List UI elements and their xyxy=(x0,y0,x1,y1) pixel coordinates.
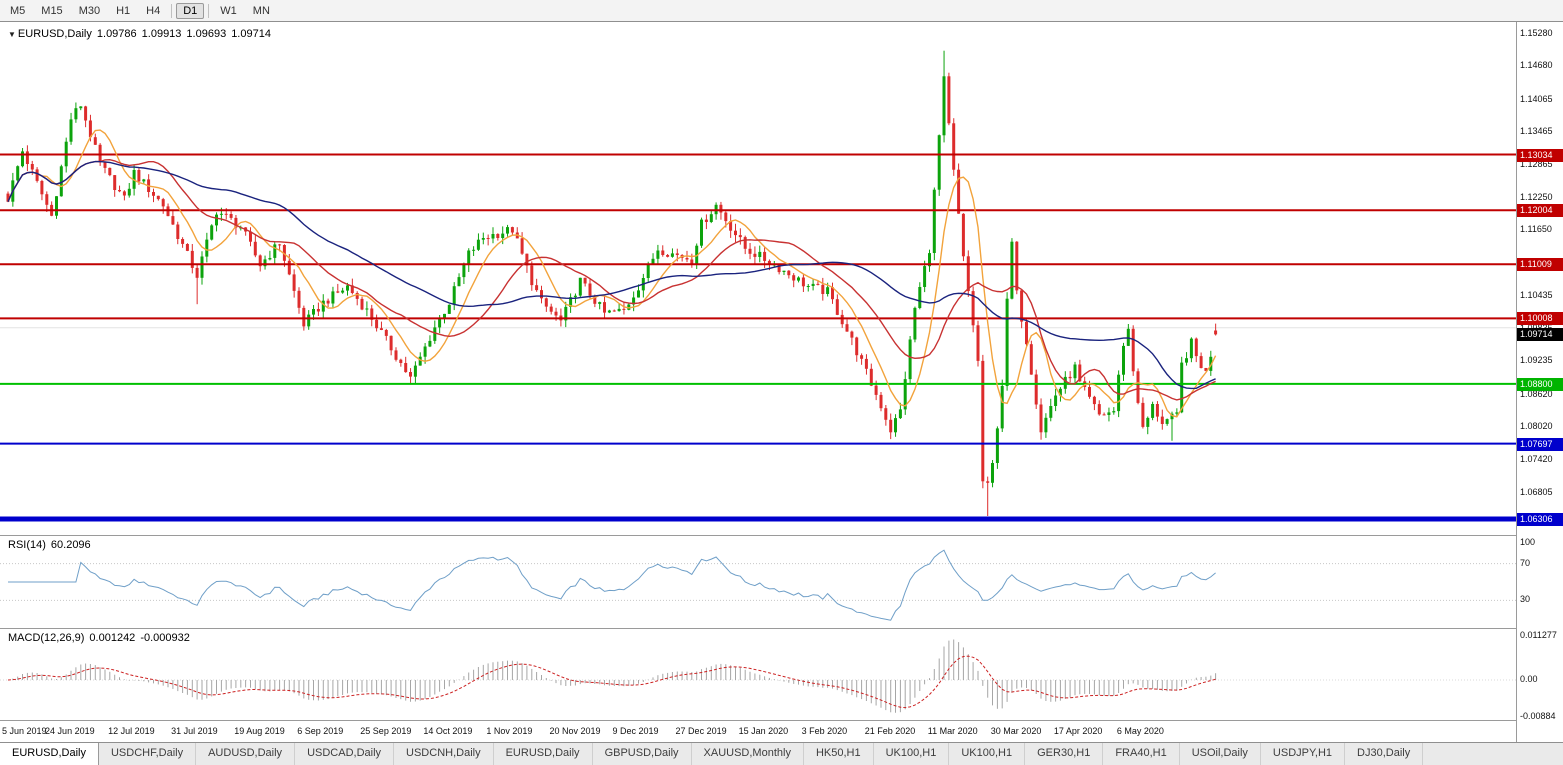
chart-tab-AUDUSD-Daily[interactable]: AUDUSD,Daily xyxy=(196,743,296,765)
price-badge: 1.11009 xyxy=(1517,258,1563,272)
time-label: 5 Jun 2019 xyxy=(2,726,47,736)
price-axis[interactable]: 1.15280 1.14680 1.14065 1.13465 1.12865 1.122… xyxy=(1516,22,1563,742)
price-tick: 1.14065 xyxy=(1520,93,1553,104)
chart-tab-FRA40-H1[interactable]: FRA40,H1 xyxy=(1103,743,1180,765)
price-badge: 1.07697 xyxy=(1517,437,1563,451)
price-tick: 1.07420 xyxy=(1520,453,1553,464)
quote-open: 1.09786 xyxy=(96,28,137,40)
chart-quote-line: ▼ EURUSD,Daily 1.09786 1.09913 1.09693 1.0971… xyxy=(8,28,276,40)
chart-tab-UK100-H1[interactable]: UK100,H1 xyxy=(874,743,950,765)
price-tick: 1.15280 xyxy=(1520,27,1553,38)
price-tick: 1.14680 xyxy=(1520,60,1553,71)
price-tick: 1.12865 xyxy=(1520,158,1553,169)
time-label: 6 May 2020 xyxy=(1116,726,1164,736)
timeframe-button-D1[interactable]: D1 xyxy=(176,2,205,19)
time-label: 6 Sep 2019 xyxy=(297,726,344,736)
quote-low: 1.09693 xyxy=(186,28,227,40)
time-label: 24 Jun 2019 xyxy=(45,726,95,736)
quote-close: 1.09714 xyxy=(231,28,271,40)
price-badge: 1.06306 xyxy=(1517,512,1563,526)
chart-tab-EURUSD-Daily[interactable]: EURUSD,Daily xyxy=(494,743,593,765)
time-label: 17 Apr 2020 xyxy=(1053,726,1103,736)
chart-tabs-bar: EURUSD,Daily USDCHF,Daily AUDUSD,Daily USDC… xyxy=(0,742,1563,765)
toolbar-separator xyxy=(208,3,210,18)
chart-tab-GER30-H1[interactable]: GER30,H1 xyxy=(1025,743,1104,765)
timeframe-button-H4[interactable]: H4 xyxy=(146,4,161,17)
price-tick: 1.09235 xyxy=(1520,355,1553,366)
time-label: 11 Mar 2020 xyxy=(927,726,978,736)
time-label: 21 Feb 2020 xyxy=(864,726,916,736)
price-badge: 1.09714 xyxy=(1517,328,1563,342)
price-tick: 1.09835 xyxy=(1520,323,1553,333)
macd-plot[interactable] xyxy=(0,629,1516,720)
macd-main-value: 0.001242 xyxy=(89,632,136,644)
candlestick-chart[interactable] xyxy=(0,22,1516,535)
chart-tab-DJ30-Daily[interactable]: DJ30,Daily xyxy=(1345,743,1424,765)
time-label: 1 Nov 2019 xyxy=(486,726,533,736)
time-label: 25 Sep 2019 xyxy=(360,726,412,736)
timeframe-button-H1[interactable]: H1 xyxy=(116,4,131,17)
timeframe-button-MN[interactable]: MN xyxy=(252,4,270,17)
time-axis[interactable]: 5 Jun 2019 24 Jun 2019 12 Jul 2019 31 Jul 2… xyxy=(0,720,1516,742)
chart-tab-USOil-Daily[interactable]: USOil,Daily xyxy=(1180,743,1261,765)
macd-signal-value: -0.000932 xyxy=(140,632,190,644)
chart-tab-XAUUSD-Monthly[interactable]: XAUUSD,Monthly xyxy=(692,743,804,765)
price-badge: 1.12004 xyxy=(1517,204,1563,218)
macd-indicator-pane[interactable]: MACD(12,26,9) 0.001242 -0.000932 xyxy=(0,628,1516,720)
price-badge: 1.08800 xyxy=(1517,377,1563,391)
macd-label: MACD(12,26,9) 0.001242 -0.000932 xyxy=(8,632,195,644)
chart-tab-USDCNH-Daily[interactable]: USDCNH,Daily xyxy=(394,743,494,765)
time-label: 30 Mar 2020 xyxy=(990,726,1042,736)
time-label: 31 Jul 2019 xyxy=(171,726,218,736)
time-label: 20 Nov 2019 xyxy=(549,726,601,736)
chevron-down-icon[interactable]: ▼ xyxy=(8,30,16,39)
price-tick: 1.08020 xyxy=(1520,421,1553,432)
rsi-plot[interactable] xyxy=(0,536,1516,628)
chart-tab-USDJPY-H1[interactable]: USDJPY,H1 xyxy=(1261,743,1346,765)
rsi-tick: 30 xyxy=(1520,594,1531,605)
macd-name: MACD(12,26,9) xyxy=(8,632,85,644)
price-tick: 1.06805 xyxy=(1520,486,1553,497)
time-label: 14 Oct 2019 xyxy=(423,726,473,736)
chart-tab-USDCHF-Daily[interactable]: USDCHF,Daily xyxy=(99,743,197,765)
rsi-name: RSI(14) xyxy=(8,539,46,551)
time-label: 19 Aug 2019 xyxy=(234,726,285,736)
rsi-label: RSI(14) 60.2096 xyxy=(8,539,96,551)
macd-tick: 0.011277 xyxy=(1520,630,1557,640)
rsi-indicator-pane[interactable]: RSI(14) 60.2096 xyxy=(0,535,1516,628)
time-label: 9 Dec 2019 xyxy=(612,726,659,736)
price-tick: 1.11650 xyxy=(1520,224,1552,235)
price-chart-pane[interactable]: ▼ EURUSD,Daily 1.09786 1.09913 1.09693 1.0971… xyxy=(0,22,1516,535)
timeframe-button-M15[interactable]: M15 xyxy=(41,4,63,17)
timeframe-button-M30[interactable]: M30 xyxy=(78,4,101,17)
time-label: 12 Jul 2019 xyxy=(108,726,155,736)
chart-tab-USDCAD-Daily[interactable]: USDCAD,Daily xyxy=(295,743,395,765)
time-label: 15 Jan 2020 xyxy=(738,726,789,736)
price-tick: 1.08620 xyxy=(1520,388,1553,399)
symbol-label: EURUSD,Daily xyxy=(17,28,92,40)
rsi-value: 60.2096 xyxy=(50,539,91,551)
timeframe-button-W1[interactable]: W1 xyxy=(220,4,237,17)
chart-tab-UK100-H1[interactable]: UK100,H1 xyxy=(949,743,1026,765)
time-label: 27 Dec 2019 xyxy=(675,726,727,736)
chart-tab-EURUSD-Daily[interactable]: EURUSD,Daily xyxy=(0,743,99,765)
toolbar-separator xyxy=(171,3,173,18)
timeframe-button-M5[interactable]: M5 xyxy=(10,4,26,17)
macd-tick: 0.00 xyxy=(1520,674,1538,684)
price-tick: 1.10435 xyxy=(1520,290,1553,301)
price-tick: 1.12250 xyxy=(1520,191,1553,202)
chart-tab-HK50-H1[interactable]: HK50,H1 xyxy=(804,743,874,765)
chart-tab-GBPUSD-Daily[interactable]: GBPUSD,Daily xyxy=(593,743,692,765)
macd-tick: -0.00884 xyxy=(1520,711,1556,721)
timeframe-toolbar: M5 M15 M30 H1 H4 D1 W1 MN xyxy=(0,0,1563,22)
price-badge: 1.10008 xyxy=(1517,312,1563,326)
price-tick: 1.13465 xyxy=(1520,126,1553,137)
quote-high: 1.09913 xyxy=(141,28,182,40)
rsi-tick: 70 xyxy=(1520,557,1531,568)
rsi-tick: 100 xyxy=(1520,537,1536,547)
time-label: 3 Feb 2020 xyxy=(801,726,848,736)
price-badge: 1.13034 xyxy=(1517,148,1563,162)
